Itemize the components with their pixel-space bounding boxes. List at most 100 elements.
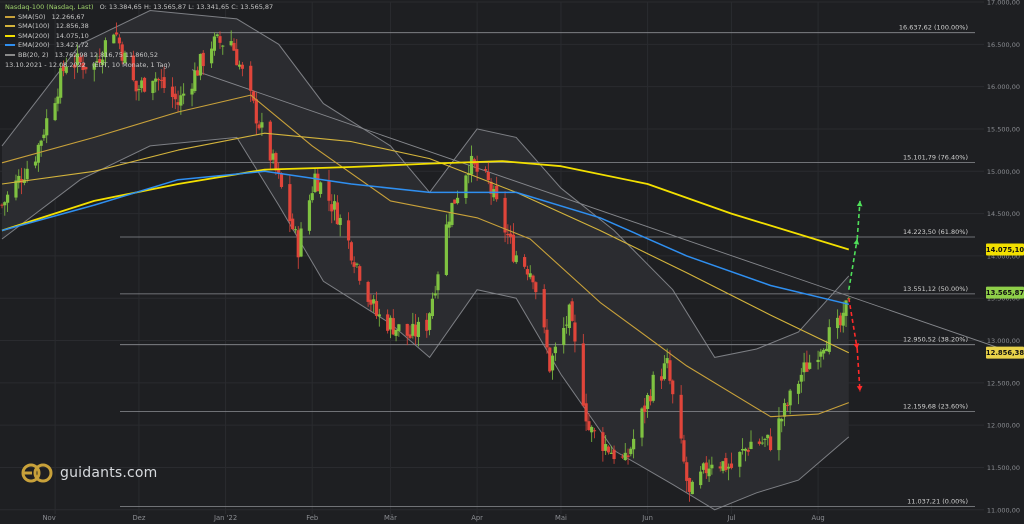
legend-item[interactable]: SMA(50) 12.266,67 <box>5 13 273 23</box>
candle-body <box>469 155 474 175</box>
candle-body <box>81 62 85 71</box>
candle-body <box>788 390 792 406</box>
candle-body <box>489 181 493 194</box>
candle-body <box>542 289 546 328</box>
candle-body <box>581 343 585 406</box>
trend-line-path <box>191 69 1024 357</box>
candle-body <box>330 204 334 212</box>
x-tick-label: Mär <box>384 514 397 522</box>
candle-body <box>95 60 99 62</box>
candle-body <box>455 197 460 204</box>
candle-body <box>59 68 63 98</box>
candle-body <box>78 56 82 63</box>
scenario-down-segment <box>848 298 858 350</box>
y-tick-label: 12.500,00 <box>987 379 1020 387</box>
legend-item[interactable]: SMA(200) 14.075,10 <box>5 32 273 42</box>
fib-label: 14.223,50 (61.80%) <box>903 228 968 236</box>
x-tick-label: Jan '22 <box>213 514 237 522</box>
candle-body <box>358 266 362 281</box>
scenario-up-segment <box>856 200 861 240</box>
y-tick-label: 11.000,00 <box>987 506 1020 514</box>
candle-body <box>112 34 116 44</box>
candle-body <box>114 32 119 35</box>
x-axis: Nov Dez Jan '22 Feb Mär Apr Mai Jun Jul Aug <box>42 514 824 522</box>
candle-body <box>73 64 77 68</box>
legend-value: 13.762,98 12.816,75 11.860,52 <box>52 50 158 59</box>
candle-body <box>629 448 633 455</box>
guidants-logo[interactable]: guidants.com <box>20 462 158 484</box>
candle-body <box>528 273 532 278</box>
y-axis: 11.000,00 11.500,00 12.000,00 12.500,00 13.0… <box>987 0 1020 514</box>
y-tick-label: 16.000,00 <box>987 83 1020 91</box>
candle-body <box>369 299 373 305</box>
candle-body <box>411 323 415 336</box>
candle-body <box>757 441 761 444</box>
fib-label: 12.950,52 (38.20%) <box>903 336 968 344</box>
candle-body <box>33 161 38 166</box>
moving-averages <box>1 94 850 418</box>
candle-body <box>640 408 644 438</box>
legend-item[interactable]: SMA(100) 12.856,38 <box>5 22 273 32</box>
candle-body <box>319 182 323 194</box>
candle-body <box>103 40 108 58</box>
candle-body <box>394 329 398 336</box>
candle-body <box>743 448 748 451</box>
candle-body <box>760 442 764 444</box>
logo-text: guidants.com <box>60 465 158 481</box>
instrument-name[interactable]: Nasdaq-100 (Nasdaq, Last) <box>5 3 94 11</box>
candle-body <box>729 463 734 468</box>
x-tick-label: Feb <box>306 514 318 522</box>
candle-body <box>632 438 636 450</box>
candle-body <box>727 466 731 469</box>
candle-body <box>623 452 627 461</box>
legend-item[interactable]: EMA(200) 13.427,72 <box>5 41 273 51</box>
legend-value: 13.427,72 <box>53 41 89 50</box>
grid-lines <box>0 1 984 514</box>
candle-body <box>140 80 144 89</box>
candlesticks <box>0 22 851 502</box>
candle-body <box>42 134 46 139</box>
candle-body <box>159 79 163 81</box>
candle-body <box>307 200 312 231</box>
candle-body <box>36 144 40 163</box>
candle-body <box>196 70 200 76</box>
candle-body <box>503 197 507 233</box>
candle-body <box>201 52 205 67</box>
price-badge <box>986 346 1024 359</box>
candle-body <box>232 42 236 51</box>
candle-body <box>587 421 591 431</box>
ma-line <box>1 94 849 418</box>
price-badge-label: 12.856,38 <box>986 349 1024 357</box>
candle-body <box>687 478 692 492</box>
candle-body <box>749 441 753 450</box>
fib-label: 11.037,21 (0.00%) <box>907 498 968 506</box>
y-tick-label: 13.500,00 <box>987 295 1020 303</box>
candle-body <box>525 269 530 275</box>
x-tick-label: Mai <box>555 514 567 522</box>
price-badge <box>986 286 1024 299</box>
legend-label: EMA(200) <box>18 41 50 50</box>
candle-body <box>545 329 549 348</box>
candle-body <box>372 299 376 304</box>
candle-body <box>271 153 275 160</box>
candle-body <box>25 168 29 180</box>
scenario-up-head <box>853 238 860 245</box>
ma-line <box>1 160 850 251</box>
candle-body <box>782 403 787 417</box>
candle-body <box>805 362 809 372</box>
legend-value: 14.075,10 <box>53 31 89 40</box>
candle-body <box>288 184 292 222</box>
trend-line <box>191 69 1024 357</box>
candle-body <box>450 202 454 225</box>
candle-body <box>606 446 611 453</box>
chart-legend: Nasdaq-100 (Nasdaq, Last) O: 13.384,65 H… <box>5 3 273 70</box>
ma-line <box>1 170 849 306</box>
candle-body <box>332 201 337 210</box>
legend-item[interactable]: BB(20, 2) 13.762,98 12.816,75 11.860,52 <box>5 51 273 61</box>
candle-body <box>509 233 513 237</box>
candle-body <box>746 449 750 452</box>
candle-body <box>346 220 351 241</box>
candle-body <box>428 313 432 330</box>
candle-body <box>707 468 711 477</box>
